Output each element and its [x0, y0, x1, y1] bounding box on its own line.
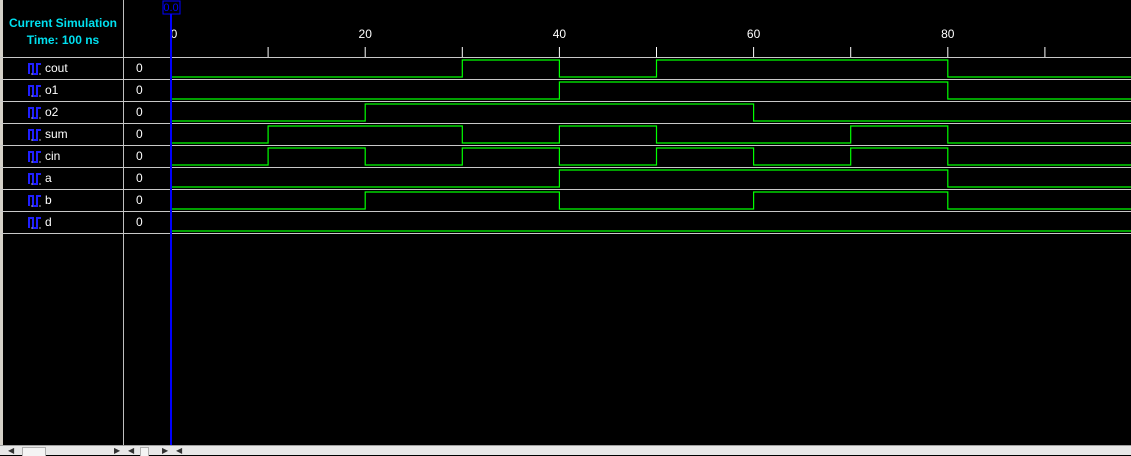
signal-name: a — [45, 171, 52, 185]
signal-value: 0 — [136, 149, 143, 163]
waveform-signal-icon — [28, 129, 41, 141]
signal-waveform — [171, 59, 1131, 78]
current-simulation-time: Current Simulation Time: 100 ns — [3, 0, 123, 57]
scroll-right-icon[interactable]: ▶ — [114, 446, 121, 455]
value-scroll-thumb[interactable] — [140, 447, 149, 456]
timeline-label: 80 — [941, 27, 955, 41]
header-line2: Time: 100 ns — [26, 33, 100, 47]
signal-waveform — [171, 147, 1131, 166]
waveform-signal-icon — [28, 107, 41, 119]
signal-waveform — [171, 103, 1131, 122]
row-separator — [0, 233, 1131, 234]
waveform-signal-icon — [28, 151, 41, 163]
signal-row[interactable]: sum 0 — [0, 123, 1131, 145]
signal-row[interactable]: b 0 — [0, 189, 1131, 211]
header-line1: Current Simulation — [8, 16, 117, 30]
signal-value: 0 — [136, 127, 143, 141]
signal-value: 0 — [136, 61, 143, 75]
waveform-signal-icon — [28, 195, 41, 207]
signal-row[interactable]: cin 0 — [0, 145, 1131, 167]
signal-name: cin — [45, 149, 61, 163]
window-edge — [0, 0, 3, 445]
signal-name: o2 — [45, 105, 59, 119]
signal-waveform — [171, 191, 1131, 210]
cursor-label: 0.0 — [163, 2, 178, 14]
signal-row[interactable]: cout 0 — [0, 57, 1131, 79]
timeline-label: 20 — [359, 27, 373, 41]
value-scroll-left-icon[interactable]: ◀ — [128, 446, 135, 455]
timeline-label: 40 — [553, 27, 567, 41]
waveform-signal-icon — [28, 173, 41, 185]
wave-scroll-left-icon[interactable]: ◀ — [176, 446, 183, 455]
signal-value: 0 — [136, 215, 143, 229]
waveform-signal-icon — [28, 85, 41, 97]
signal-name: sum — [45, 127, 68, 141]
scroll-left-icon[interactable]: ◀ — [8, 446, 15, 455]
waveform-canvas[interactable]: 020406080100.0 — [0, 0, 1131, 445]
signal-waveform — [171, 125, 1131, 144]
signal-row[interactable]: a 0 — [0, 167, 1131, 189]
name-scroll-thumb[interactable] — [22, 447, 46, 456]
waveform-signal-icon — [28, 63, 41, 75]
signal-row[interactable]: d 0 — [0, 211, 1131, 233]
signal-value: 0 — [136, 171, 143, 185]
signal-name: o1 — [45, 83, 59, 97]
signal-name: b — [45, 193, 52, 207]
signal-value: 0 — [136, 193, 143, 207]
waveform-signal-icon — [28, 217, 41, 229]
signal-waveform — [171, 169, 1131, 188]
signal-row[interactable]: o2 0 — [0, 101, 1131, 123]
signal-row[interactable]: o1 0 — [0, 79, 1131, 101]
signal-name-column: Current Simulation Time: 100 ns — [3, 0, 124, 445]
signal-value: 0 — [136, 105, 143, 119]
signal-value: 0 — [136, 83, 143, 97]
horizontal-scrollbars[interactable]: ◀ ▶ ◀ ▶ ◀ — [0, 445, 1131, 456]
signal-name: d — [45, 215, 52, 229]
signal-waveform — [171, 81, 1131, 100]
timeline-label: 60 — [747, 27, 761, 41]
cursor-label-box — [162, 0, 181, 15]
value-scroll-right-icon[interactable]: ▶ — [162, 446, 169, 455]
signal-name: cout — [45, 61, 68, 75]
timeline-label: 0 — [171, 27, 178, 41]
